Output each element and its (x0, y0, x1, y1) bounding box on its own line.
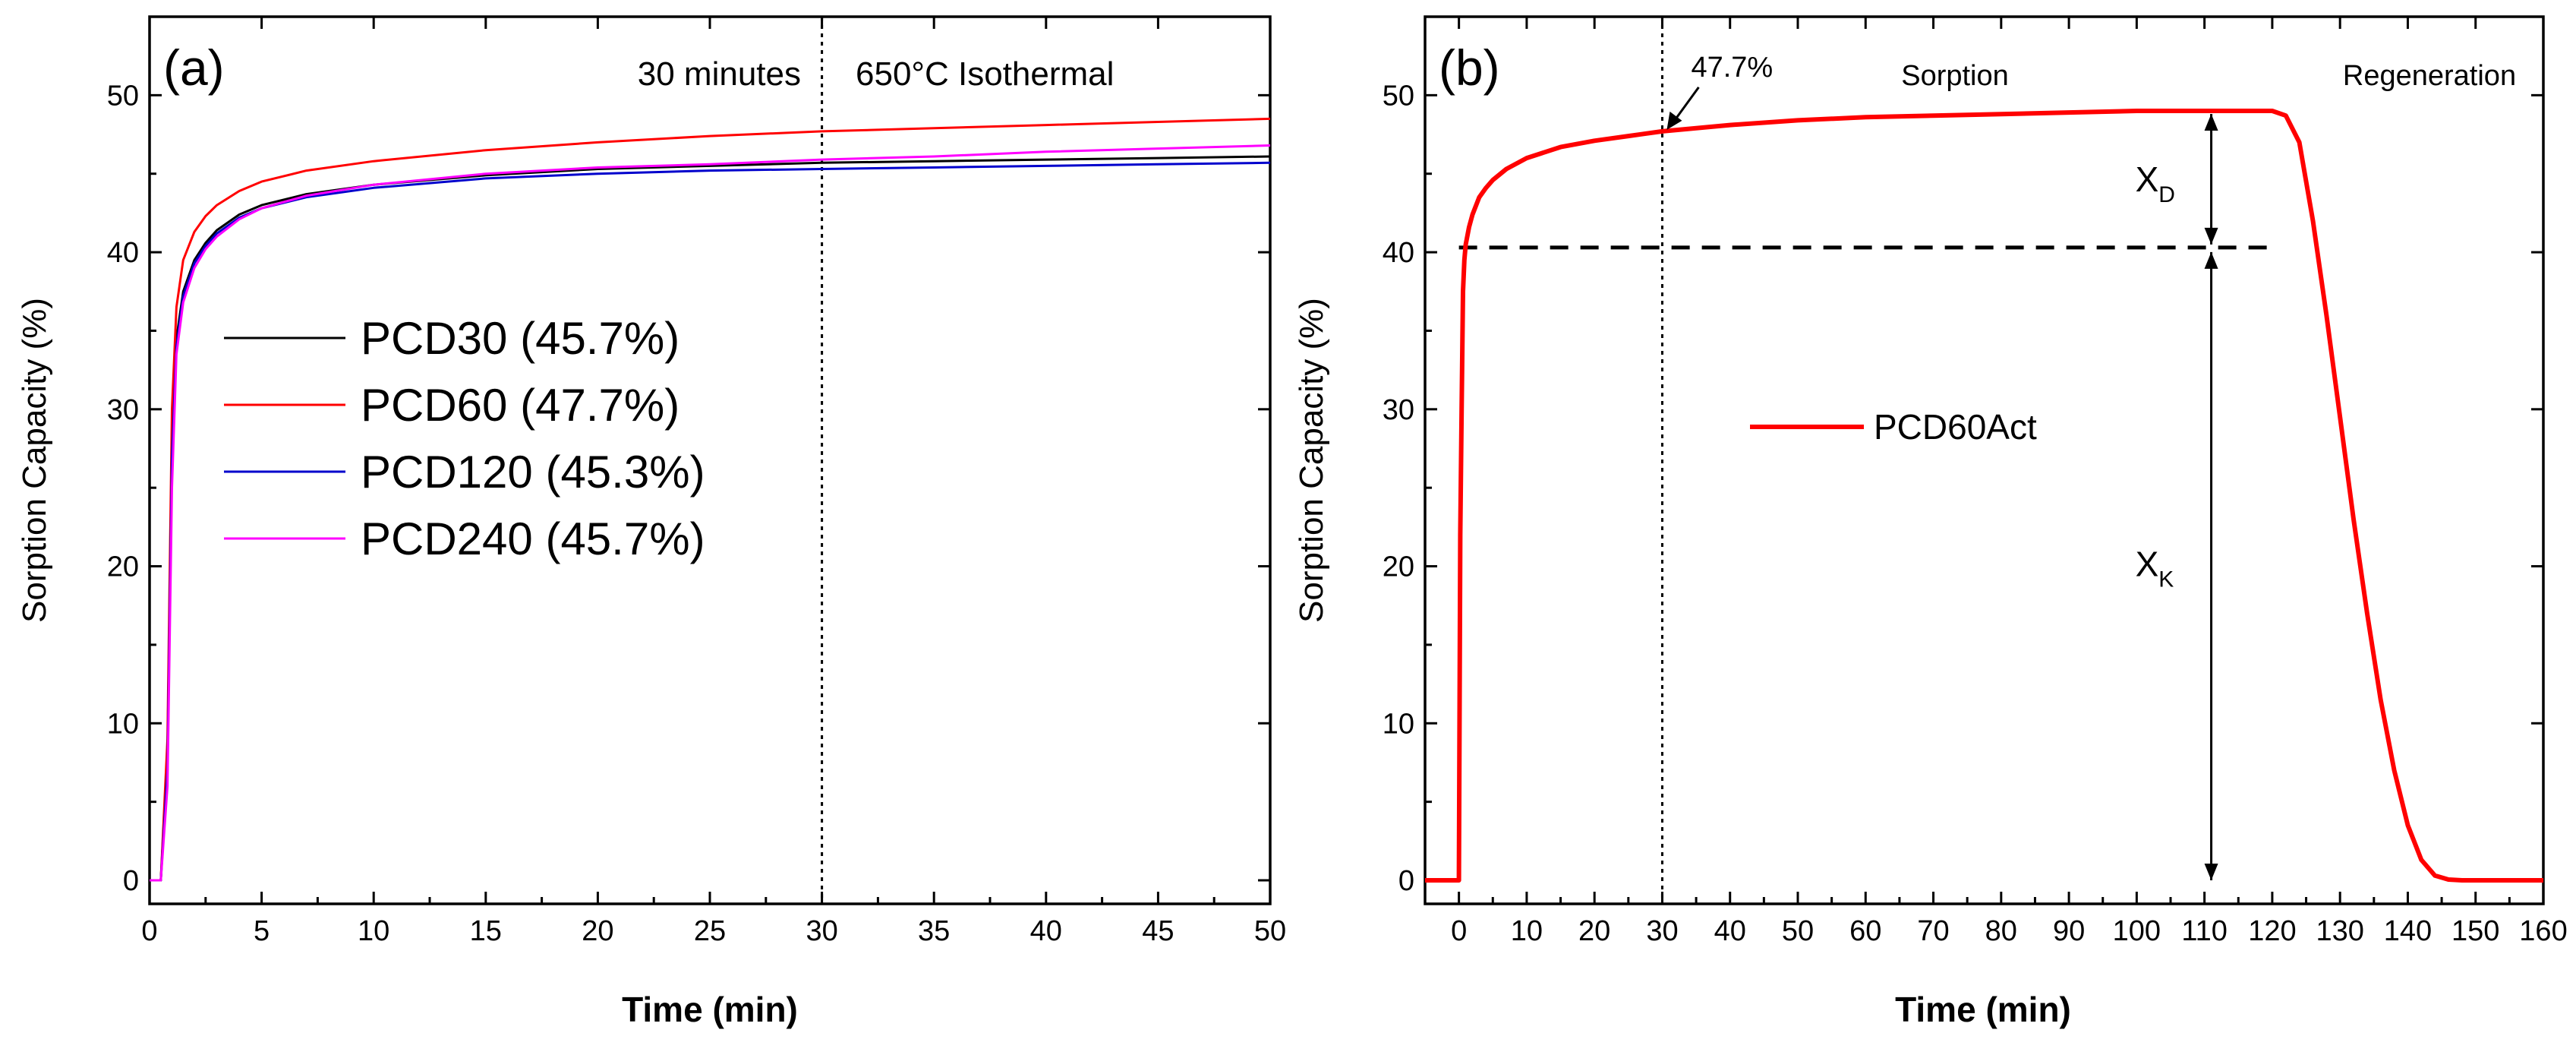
x-tick-label: 10 (1511, 915, 1543, 947)
series-line-pcd60act (1425, 109, 2543, 883)
legend-item-label: PCD240 (45.7%) (361, 513, 705, 564)
x-tick-label: 130 (2316, 915, 2363, 947)
x-tick-label: 120 (2248, 915, 2296, 947)
x-axis-ticks-a: 0 5 10 15 20 25 30 35 40 45 50 (141, 17, 1286, 947)
label-x-d-main: X (2136, 160, 2159, 199)
chart-panel-a: 0 10 20 30 40 50 0 5 10 15 20 25 30 35 40 45 50 (a) 30 … (16, 15, 1286, 1029)
x-tick-label: 10 (358, 915, 389, 947)
x-tick-label: 20 (1578, 915, 1610, 947)
x-axis-ticks-b: 0 10 20 30 40 50 60 70 80 90 100 110 120 130 140 150 160 (1424, 17, 2568, 947)
panel-label-a: (a) (163, 39, 225, 96)
y-tick-label: 10 (1383, 708, 1414, 740)
legend-item-label: PCD60 (47.7%) (361, 380, 679, 431)
arrow-x-d-head-bottom (2204, 227, 2218, 245)
chart-panel-b: 0 10 20 30 40 50 0 10 20 30 40 50 60 70 80 90 100 110 120… (1293, 15, 2568, 1029)
annotation-30-minutes: 30 minutes (638, 55, 801, 93)
x-axis-label-b: Time (min) (1895, 990, 2071, 1029)
x-tick-label: 40 (1714, 915, 1746, 947)
x-tick-label: 0 (141, 915, 157, 947)
y-tick-label: 0 (123, 865, 139, 897)
x-tick-label: 35 (918, 915, 950, 947)
x-tick-label: 15 (470, 915, 502, 947)
arrow-x-k-head-bottom (2204, 863, 2218, 880)
x-tick-label: 30 (806, 915, 837, 947)
y-tick-label: 0 (1398, 865, 1414, 897)
x-tick-label: 50 (1254, 915, 1286, 947)
legend-item-label: PCD60Act (1874, 407, 2037, 447)
y-tick-label: 20 (1383, 551, 1414, 583)
x-tick-label: 90 (2053, 915, 2085, 947)
arrow-x-k-head-top (2204, 251, 2218, 269)
x-tick-label: 70 (1917, 915, 1949, 947)
label-x-k: XK (2136, 544, 2174, 592)
x-tick-label: 100 (2113, 915, 2161, 947)
x-tick-label: 60 (1849, 915, 1881, 947)
y-tick-label: 50 (107, 80, 139, 112)
annotation-47-7-percent: 47.7% (1691, 52, 1773, 84)
y-tick-label: 40 (1383, 237, 1414, 269)
panel-label-b: (b) (1439, 39, 1500, 96)
y-axis-label-a: Sorption Capacity (%) (16, 298, 53, 623)
x-tick-label: 80 (1985, 915, 2017, 947)
y-tick-label: 10 (107, 708, 139, 740)
label-x-d-sub: D (2158, 182, 2175, 207)
series-line-pcd120 (150, 161, 1271, 882)
capacity-arrows (2204, 114, 2218, 880)
x-tick-label: 25 (694, 915, 726, 947)
annotation-sorption: Sorption (1901, 60, 2009, 92)
x-tick-label: 140 (2384, 915, 2432, 947)
annotation-regeneration: Regeneration (2343, 60, 2516, 92)
y-tick-label: 30 (1383, 394, 1414, 426)
x-tick-label: 45 (1142, 915, 1174, 947)
x-tick-label: 20 (582, 915, 613, 947)
y-axis-ticks-b: 0 10 20 30 40 50 (1383, 80, 2543, 897)
x-tick-label: 0 (1451, 915, 1467, 947)
y-axis-label-b: Sorption Capacity (%) (1293, 298, 1330, 623)
y-tick-label: 50 (1383, 80, 1414, 112)
x-axis-label-a: Time (min) (622, 990, 798, 1029)
legend-item-label: PCD120 (45.3%) (361, 447, 705, 497)
y-axis-ticks-a: 0 10 20 30 40 50 (107, 80, 1270, 897)
label-x-d: XD (2136, 160, 2175, 207)
arrow-x-d-head-top (2204, 114, 2218, 131)
x-tick-label: 40 (1030, 915, 1062, 947)
series-line-pcd240 (150, 144, 1271, 882)
x-tick-label: 30 (1646, 915, 1678, 947)
series-line-pcd60 (150, 117, 1271, 882)
y-tick-label: 30 (107, 394, 139, 426)
x-tick-label: 160 (2519, 915, 2567, 947)
x-tick-label: 150 (2451, 915, 2499, 947)
legend-b: PCD60Act (1750, 407, 2037, 447)
annotation-isothermal: 650°C Isothermal (856, 55, 1114, 93)
label-x-k-main: X (2136, 544, 2159, 583)
x-tick-label: 50 (1782, 915, 1814, 947)
legend-item-label: PCD30 (45.7%) (361, 313, 679, 364)
x-tick-label: 5 (254, 915, 270, 947)
series-group-b (1425, 109, 2543, 883)
annotation-47-7-arrow (1673, 87, 1700, 122)
label-x-k-sub: K (2158, 567, 2174, 592)
series-group-a (150, 117, 1271, 882)
y-tick-label: 40 (107, 237, 139, 269)
legend-a: PCD30 (45.7%) PCD60 (47.7%) PCD120 (45.3%)… (224, 313, 705, 564)
series-line-pcd30 (150, 155, 1271, 882)
annotation-47-7-arrowhead (1666, 111, 1682, 130)
plot-frame-b (1424, 15, 2545, 905)
x-tick-label: 110 (2181, 915, 2228, 947)
y-tick-label: 20 (107, 551, 139, 583)
